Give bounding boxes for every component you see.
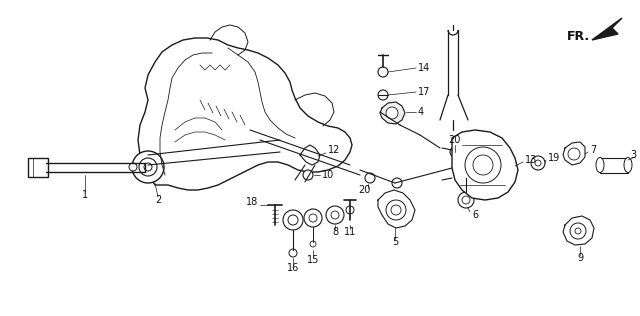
Ellipse shape [624,157,632,173]
Circle shape [535,160,541,166]
Text: 19: 19 [548,153,560,163]
Circle shape [365,173,375,183]
Bar [600,158,628,173]
Circle shape [391,205,401,215]
Circle shape [288,215,298,225]
Text: 1: 1 [82,190,88,200]
Circle shape [346,206,354,214]
Circle shape [309,214,317,222]
Circle shape [326,206,344,224]
Circle shape [378,90,388,100]
Circle shape [144,163,152,171]
Circle shape [392,178,402,188]
Circle shape [378,67,388,77]
Text: 18: 18 [246,197,258,207]
Text: FR.: FR. [567,29,590,42]
Text: 3: 3 [630,150,636,160]
Circle shape [462,196,470,204]
Circle shape [531,156,545,170]
Text: 20: 20 [448,135,460,145]
Circle shape [304,209,322,227]
Text: 15: 15 [307,255,319,265]
Circle shape [386,107,398,119]
Circle shape [129,163,137,171]
Text: 17: 17 [418,87,430,97]
Text: 2: 2 [155,195,161,205]
Circle shape [386,200,406,220]
Text: 7: 7 [590,145,596,155]
Text: 10: 10 [322,170,334,180]
Circle shape [303,170,313,180]
Circle shape [465,147,501,183]
Circle shape [289,249,297,257]
Circle shape [473,155,493,175]
Text: 5: 5 [392,237,398,247]
Text: 9: 9 [577,253,583,263]
Bar [28,158,48,177]
Text: 14: 14 [418,63,430,73]
Circle shape [331,211,339,219]
Text: 13: 13 [525,155,537,165]
Text: 12: 12 [328,145,340,155]
Ellipse shape [596,157,604,173]
Circle shape [283,210,303,230]
Circle shape [458,192,474,208]
Text: 11: 11 [344,227,356,237]
Circle shape [450,147,460,157]
Circle shape [570,223,586,239]
Circle shape [139,158,157,176]
Circle shape [568,148,580,160]
Text: 16: 16 [287,263,299,273]
Polygon shape [452,130,518,200]
Text: 4: 4 [418,107,424,117]
Circle shape [575,228,581,234]
Circle shape [310,241,316,247]
Text: 6: 6 [472,210,478,220]
Polygon shape [592,18,622,40]
Polygon shape [380,102,405,124]
Text: 20: 20 [358,185,371,195]
Polygon shape [138,38,352,190]
Text: 8: 8 [332,227,338,237]
Circle shape [132,151,164,183]
